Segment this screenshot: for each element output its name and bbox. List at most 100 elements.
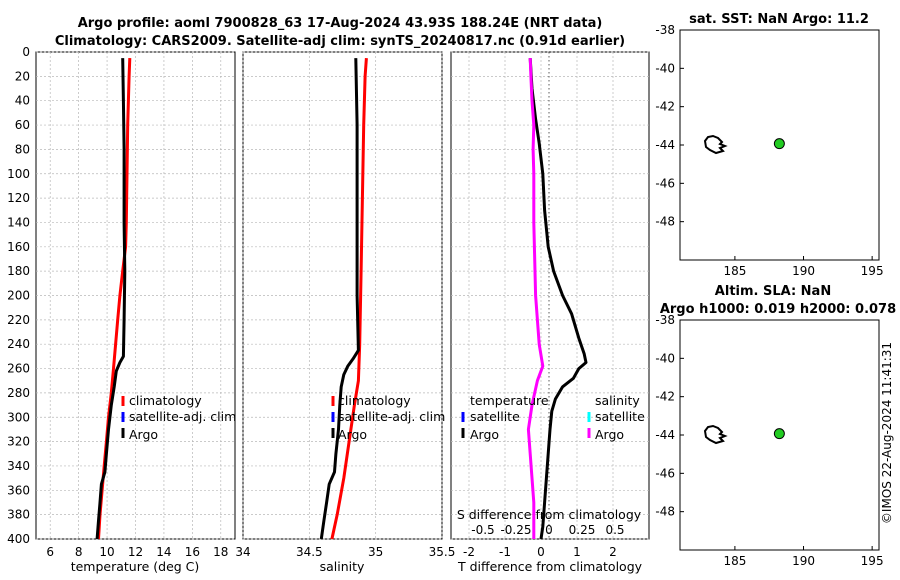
x-tick-label: 6 — [46, 545, 54, 559]
series-line-argo — [319, 58, 360, 540]
salinity-legend: climatology satellite-adj. clim Argo — [331, 393, 445, 442]
depth-tick-label: 40 — [15, 94, 30, 108]
argo-location-marker — [773, 138, 785, 150]
depth-tick-label: 380 — [7, 508, 30, 522]
x-tick-label: 2 — [609, 545, 617, 559]
depth-tick-label: 400 — [7, 532, 30, 546]
depth-tick-label: 0 — [22, 45, 30, 59]
sst-map-title: sat. SST: NaN Argo: 11.2 — [689, 12, 869, 27]
x-tick-label: 35 — [368, 545, 383, 559]
x-tick-label: -2 — [463, 545, 475, 559]
depth-tick-label: 260 — [7, 362, 30, 376]
map-y-tick-label: -48 — [655, 215, 675, 229]
sla-map-title: Altim. SLA: NaN — [715, 284, 831, 299]
map-y-tick-label: -40 — [655, 351, 675, 365]
depth-tick-label: 280 — [7, 386, 30, 400]
depth-tick-label: 80 — [15, 142, 30, 156]
x-tick-label: 35.5 — [429, 545, 456, 559]
depth-tick-label: 60 — [15, 118, 30, 132]
figure-title-line2: Climatology: CARS2009. Satellite-adj cli… — [55, 34, 625, 49]
legend-salinity-heading: salinity — [595, 393, 640, 408]
depth-tick-label: 300 — [7, 410, 30, 424]
depth-tick-label: 20 — [15, 69, 30, 83]
map-x-tick-label: 185 — [723, 554, 746, 568]
t-difference-xlabel: T difference from climatology — [457, 559, 643, 574]
map-x-tick-label: 190 — [792, 554, 815, 568]
legend-climatology-label: climatology — [338, 393, 411, 408]
map-y-tick-label: -44 — [655, 138, 675, 152]
argo-location-marker — [773, 428, 785, 440]
map-y-tick-label: -46 — [655, 466, 675, 480]
depth-tick-label: 240 — [7, 337, 30, 351]
salinity-xlabel: salinity — [320, 559, 365, 574]
legend-argo-label: Argo — [129, 427, 158, 442]
depth-tick-label: 180 — [7, 264, 30, 278]
map-y-tick-label: -38 — [655, 313, 675, 327]
depth-tick-label: 160 — [7, 240, 30, 254]
s-tick-label: 0.25 — [569, 523, 596, 537]
x-tick-label: 34.5 — [296, 545, 323, 559]
map-x-tick-label: 195 — [861, 554, 884, 568]
map-x-tick-label: 190 — [792, 264, 815, 278]
x-tick-label: 1 — [573, 545, 581, 559]
s-tick-label: -0.25 — [500, 523, 531, 537]
island-coastline — [703, 134, 728, 155]
legend-climatology-label: climatology — [129, 393, 202, 408]
island-coastline — [703, 424, 728, 445]
salinity-panel: 34 34.5 35 35.5 salinity climatology satell… — [235, 51, 456, 574]
sst-map-panel: sat. SST: NaN Argo: 11.2 -38 -40 -42 -44 -46… — [655, 12, 883, 278]
sla-map-panel: Altim. SLA: NaN Argo h1000: 0.019 h2000:… — [655, 284, 896, 568]
series-line-climatology — [330, 57, 368, 540]
depth-tick-label: 340 — [7, 459, 30, 473]
series-line-argo — [95, 58, 127, 540]
map-y-tick-label: -38 — [655, 23, 675, 37]
map-x-tick-label: 185 — [723, 264, 746, 278]
x-tick-label: 18 — [213, 545, 228, 559]
legend-satellite-label: satellite-adj. clim — [338, 409, 445, 424]
depth-tick-label: 120 — [7, 191, 30, 205]
s-tick-label: 0 — [545, 523, 553, 537]
depth-tick-labels: 0 20 40 60 80 100 120 140 160 180 200 220 240 260 280 3… — [7, 45, 30, 546]
depth-tick-label: 320 — [7, 435, 30, 449]
depth-tick-label: 140 — [7, 215, 30, 229]
map-y-tick-label: -44 — [655, 428, 675, 442]
x-tick-label: 16 — [185, 545, 200, 559]
s-difference-label: S difference from climatology — [457, 507, 642, 522]
depth-tick-label: 220 — [7, 313, 30, 327]
map-y-tick-label: -48 — [655, 505, 675, 519]
depth-tick-label: 100 — [7, 167, 30, 181]
depth-tick-label: 360 — [7, 483, 30, 497]
x-tick-label: 0 — [537, 545, 545, 559]
map-y-tick-label: -46 — [655, 176, 675, 190]
series-line-t-argo — [528, 58, 588, 540]
x-tick-label: 14 — [156, 545, 171, 559]
legend-s-argo-label: Argo — [595, 427, 624, 442]
difference-panel: -2 -1 0 1 2 T difference from climatology S … — [450, 51, 650, 574]
s-tick-label: 0.5 — [605, 523, 624, 537]
x-tick-label: 8 — [75, 545, 83, 559]
x-tick-label: -1 — [499, 545, 511, 559]
x-tick-label: 34 — [235, 545, 250, 559]
temperature-legend: climatology satellite-adj. clim Argo — [121, 393, 236, 442]
map-y-tick-label: -42 — [655, 100, 675, 114]
map-y-tick-label: -42 — [655, 390, 675, 404]
legend-argo-label: Argo — [338, 427, 367, 442]
s-difference-ticks: -0.5 -0.25 0 0.25 0.5 — [471, 523, 624, 537]
difference-legend: temperature satellite Argo salinity sate… — [461, 393, 645, 442]
s-tick-label: -0.5 — [471, 523, 494, 537]
imos-timestamp: ©IMOS 22-Aug-2024 11:41:31 — [880, 342, 894, 524]
legend-temperature-heading: temperature — [470, 393, 549, 408]
sla-map-subtitle: Argo h1000: 0.019 h2000: 0.078 — [660, 302, 896, 317]
depth-tick-label: 200 — [7, 289, 30, 303]
legend-s-satellite-label: satellite — [595, 409, 645, 424]
temperature-panel: 6 8 10 12 14 16 18 temperature (deg C) climato… — [35, 51, 236, 574]
temperature-xlabel: temperature (deg C) — [71, 559, 200, 574]
legend-t-argo-label: Argo — [470, 427, 499, 442]
legend-satellite-label: satellite-adj. clim — [129, 409, 236, 424]
map-y-tick-label: -40 — [655, 61, 675, 75]
legend-t-satellite-label: satellite — [470, 409, 520, 424]
series-line-s-argo — [526, 58, 545, 539]
x-tick-label: 10 — [99, 545, 114, 559]
figure-title-line1: Argo profile: aoml 7900828_63 17-Aug-202… — [78, 16, 603, 31]
